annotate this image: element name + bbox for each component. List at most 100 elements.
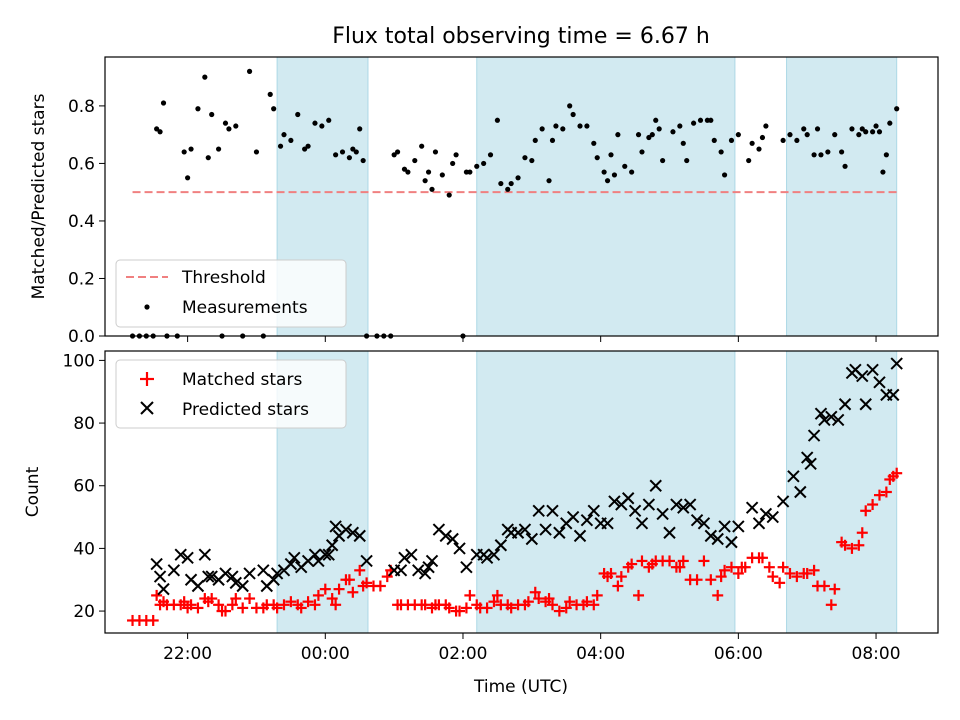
measurement-point [887, 120, 893, 126]
matched-star-point [505, 602, 517, 614]
matched-star-point [354, 564, 366, 576]
legend-box [115, 259, 347, 328]
measurement-point [894, 106, 900, 112]
count-panel-x-ticks: 22:00 00:00 02:00 04:00 06:00 08:00 [163, 633, 901, 664]
measurement-point [811, 152, 817, 158]
measurement-point [277, 143, 284, 149]
predicted-star-point [418, 567, 432, 580]
matched-star-point [867, 499, 879, 511]
measurement-point [591, 140, 597, 146]
matched-star-point [705, 574, 717, 586]
measurement-point [680, 140, 686, 146]
measurement-point [222, 120, 229, 126]
predicted-star-point [288, 551, 301, 565]
matched-star-point [873, 489, 885, 501]
predicted-star-point [219, 567, 232, 580]
matched-star-point [302, 596, 314, 608]
measurement-point [567, 103, 573, 109]
measurement-point [670, 129, 676, 135]
measurement-point [295, 111, 301, 118]
measurement-point [532, 137, 538, 144]
measurement-point [346, 155, 352, 161]
predicted-star-point [539, 523, 552, 536]
predicted-star-point [601, 517, 614, 530]
measurement-point [711, 137, 717, 144]
predicted-star-point [181, 551, 194, 565]
count-panel-y-label: Count [23, 466, 43, 517]
measurement-point [450, 160, 456, 167]
matched-star-point [784, 567, 796, 579]
matched-star-point [381, 571, 393, 583]
measurement-point [546, 178, 552, 184]
predicted-star-point [670, 498, 683, 511]
matched-star-point [151, 589, 163, 601]
matched-star-point [801, 567, 813, 579]
predicted-star-point [202, 570, 215, 583]
measurement-point [353, 149, 359, 155]
legend-threshold-label: Threshold [181, 268, 266, 288]
predicted-star-point [573, 529, 587, 543]
measurement-point [622, 163, 628, 169]
x-tick-label: 02:00 [438, 644, 487, 664]
matched-stars-points [127, 467, 903, 626]
matched-star-point [343, 574, 355, 586]
predicted-star-point [494, 539, 508, 552]
y-tick-label: 20 [73, 602, 95, 622]
measurement-point [839, 149, 845, 155]
measurement-point [656, 126, 662, 132]
matched-star-point [330, 599, 342, 611]
matched-star-point [588, 599, 600, 611]
measurement-point [209, 111, 215, 118]
predicted-star-point [425, 554, 439, 568]
matched-star-point [591, 589, 603, 601]
measurement-point [474, 163, 480, 169]
matched-star-point [774, 577, 786, 589]
matched-star-point [219, 605, 231, 617]
matched-star-point [756, 552, 768, 564]
predicted-star-point [394, 564, 408, 577]
measurement-point [560, 126, 566, 132]
count-panel: 22:00 00:00 02:00 04:00 06:00 08:00 20 40 60 80 1… [23, 350, 939, 697]
measurement-point [856, 132, 862, 138]
matched-star-point [808, 564, 820, 576]
measurement-point [188, 146, 194, 152]
predicted-star-point [360, 554, 373, 568]
measurement-point [660, 157, 666, 164]
measurement-point [629, 169, 635, 175]
predicted-star-point [732, 520, 745, 533]
matched-star-point [244, 593, 256, 605]
ratio-panel-legend: Threshold Measurements [115, 259, 347, 328]
predicted-star-point [635, 517, 649, 530]
matched-star-point [226, 599, 238, 611]
measurement-point [391, 152, 397, 158]
predicted-star-point [776, 495, 790, 508]
observing-window [786, 56, 898, 337]
x-tick-label: 06:00 [714, 644, 763, 664]
measurement-point [185, 175, 191, 181]
matched-star-point [829, 583, 841, 595]
predicted-star-point [825, 410, 838, 424]
matched-star-point [732, 567, 744, 579]
predicted-star-point [866, 363, 879, 377]
matched-star-point [860, 505, 872, 517]
measurement-point [787, 132, 793, 138]
matched-star-point [626, 558, 638, 570]
y-tick-label: 100 [63, 351, 95, 371]
matched-star-point [295, 602, 307, 614]
measurement-point [635, 132, 642, 138]
matched-star-point [529, 586, 541, 598]
predicted-star-point [553, 526, 566, 539]
matched-star-point [361, 577, 373, 589]
predicted-star-point [697, 517, 711, 530]
measurement-point [319, 123, 325, 129]
measurement-point [849, 126, 855, 132]
measurement-point [763, 123, 769, 129]
measurement-point [601, 169, 607, 175]
observing-window [476, 56, 736, 337]
measurement-point [863, 129, 869, 135]
predicted-star-point [873, 376, 886, 389]
predicted-star-point [191, 579, 205, 593]
legend-measurements-label: Measurements [182, 298, 308, 318]
predicted-star-point [346, 526, 360, 539]
measurement-point [181, 149, 187, 155]
